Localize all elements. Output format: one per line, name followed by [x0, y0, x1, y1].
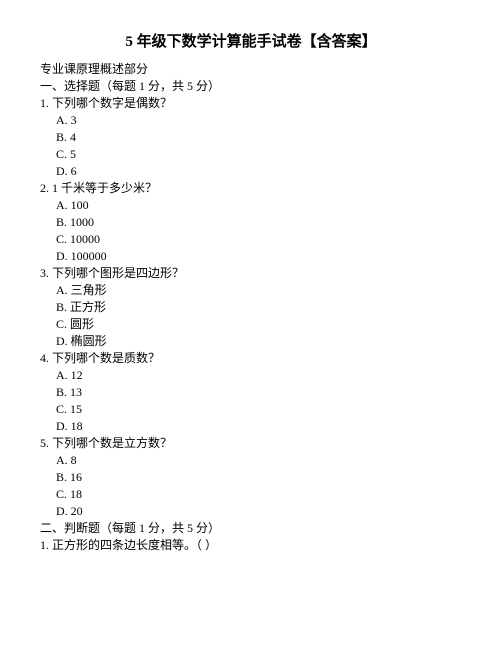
q1-option-b: B. 4 — [40, 129, 462, 146]
q3-option-b: B. 正方形 — [40, 299, 462, 316]
q1-option-d: D. 6 — [40, 163, 462, 180]
q4-question: 4. 下列哪个数是质数？ — [40, 350, 462, 367]
q1-option-a: A. 3 — [40, 112, 462, 129]
section1-header: 一、选择题（每题 1 分，共 5 分） — [40, 78, 462, 95]
section2-header: 二、判断题（每题 1 分，共 5 分） — [40, 520, 462, 537]
q2-option-c: C. 10000 — [40, 231, 462, 248]
document-page: 5 年级下数学计算能手试卷【含答案】 专业课原理概述部分 一、选择题（每题 1 … — [0, 0, 502, 554]
q3-option-d: D. 椭圆形 — [40, 333, 462, 350]
q1-question: 1. 下列哪个数字是偶数？ — [40, 95, 462, 112]
q5-option-a: A. 8 — [40, 452, 462, 469]
q4-option-c: C. 15 — [40, 401, 462, 418]
q5-question: 5. 下列哪个数是立方数？ — [40, 435, 462, 452]
q3-question: 3. 下列哪个图形是四边形？ — [40, 265, 462, 282]
q3-option-a: A. 三角形 — [40, 282, 462, 299]
q2-question: 2. 1 千米等于多少米？ — [40, 180, 462, 197]
q2-option-d: D. 100000 — [40, 248, 462, 265]
subtitle: 专业课原理概述部分 — [40, 61, 462, 78]
q4-option-b: B. 13 — [40, 384, 462, 401]
page-title: 5 年级下数学计算能手试卷【含答案】 — [40, 30, 462, 51]
q4-option-a: A. 12 — [40, 367, 462, 384]
q2-option-b: B. 1000 — [40, 214, 462, 231]
q5-option-b: B. 16 — [40, 469, 462, 486]
q1-option-c: C. 5 — [40, 146, 462, 163]
q5-option-d: D. 20 — [40, 503, 462, 520]
q2-option-a: A. 100 — [40, 197, 462, 214]
q4-option-d: D. 18 — [40, 418, 462, 435]
q5-option-c: C. 18 — [40, 486, 462, 503]
tf1: 1. 正方形的四条边长度相等。（ ） — [40, 537, 462, 554]
q3-option-c: C. 圆形 — [40, 316, 462, 333]
